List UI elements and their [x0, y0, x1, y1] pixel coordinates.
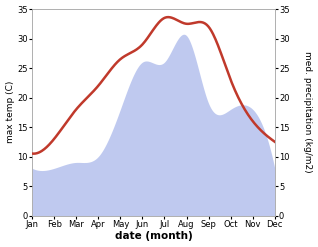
Y-axis label: max temp (C): max temp (C): [5, 81, 15, 144]
X-axis label: date (month): date (month): [114, 231, 192, 242]
Y-axis label: med. precipitation (kg/m2): med. precipitation (kg/m2): [303, 51, 313, 173]
